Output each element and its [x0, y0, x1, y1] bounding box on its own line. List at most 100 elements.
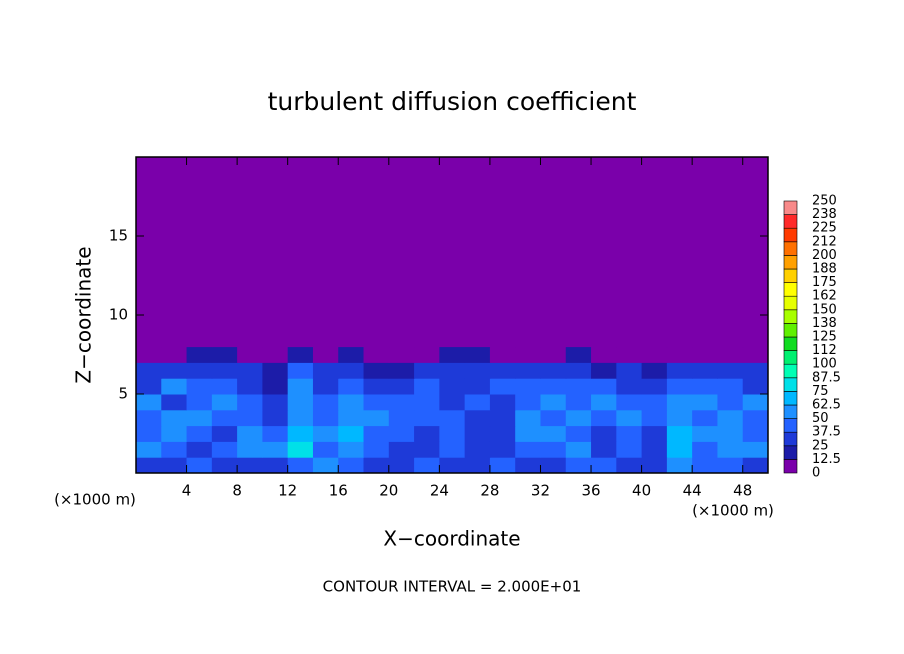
cell — [186, 457, 213, 474]
colorbar-label: 150 — [812, 302, 837, 317]
cell — [464, 346, 491, 363]
cell — [692, 457, 718, 474]
cell — [363, 425, 390, 442]
cell — [616, 457, 643, 474]
cell — [616, 441, 643, 458]
cell — [692, 378, 718, 395]
cell — [641, 394, 668, 411]
cell — [641, 157, 668, 348]
cell — [489, 378, 516, 395]
cell — [136, 425, 162, 442]
cell — [515, 346, 541, 363]
cell — [692, 157, 718, 348]
cell — [186, 425, 213, 442]
colorbar-label: 188 — [812, 262, 837, 277]
x-tick-label: 16 — [329, 482, 348, 500]
cell — [489, 394, 516, 411]
cell — [211, 409, 238, 427]
cell — [565, 425, 592, 442]
cell — [287, 157, 314, 348]
cell — [439, 425, 466, 442]
cell — [237, 378, 263, 395]
cell — [489, 425, 516, 442]
cell — [439, 346, 466, 363]
cell — [211, 441, 238, 458]
cell — [742, 441, 769, 458]
cell — [742, 362, 769, 379]
cell — [312, 378, 339, 395]
cell — [287, 441, 314, 458]
cell — [262, 457, 289, 474]
cell — [692, 425, 718, 442]
cell — [237, 394, 263, 411]
cell — [692, 394, 718, 411]
cell — [211, 394, 238, 411]
cell — [489, 346, 516, 363]
x-axis-label: X−coordinate — [383, 527, 520, 551]
colorbar-swatch — [783, 214, 798, 229]
cell — [161, 362, 188, 379]
colorbar-label: 75 — [812, 384, 829, 399]
cell — [464, 409, 491, 427]
colorbar-label: 50 — [812, 411, 829, 426]
cell — [464, 157, 491, 348]
cell — [211, 425, 238, 442]
footer: CONTOUR INTERVAL = 2.000E+01 — [323, 578, 582, 596]
cell — [515, 441, 541, 458]
cell — [489, 157, 516, 348]
x-tick-label: 44 — [683, 482, 702, 500]
colorbar-label: 125 — [812, 330, 837, 345]
cell — [489, 362, 516, 379]
cell — [237, 441, 263, 458]
cell — [388, 457, 415, 474]
cell — [515, 457, 541, 474]
cell — [641, 441, 668, 458]
cell — [262, 441, 289, 458]
colorbar-swatch — [783, 227, 798, 243]
cell — [363, 157, 390, 348]
cell — [136, 157, 162, 348]
cell — [136, 362, 162, 379]
cell — [136, 378, 162, 395]
cell — [363, 441, 390, 458]
cell — [338, 409, 365, 427]
cell — [742, 425, 769, 442]
colorbar-swatch — [783, 268, 798, 283]
cell — [414, 346, 440, 363]
cell — [515, 378, 541, 395]
cell — [136, 441, 162, 458]
colorbar-swatch — [783, 363, 798, 379]
cell — [414, 425, 440, 442]
colorbar-swatch — [783, 350, 798, 365]
cell — [641, 378, 668, 395]
cell — [692, 441, 718, 458]
colorbar-label: 138 — [812, 316, 837, 331]
cell — [161, 394, 188, 411]
x-tick-label: 24 — [430, 482, 449, 500]
cell — [464, 378, 491, 395]
cell — [540, 346, 567, 363]
cell — [237, 157, 263, 348]
cell — [161, 409, 188, 427]
cell — [186, 394, 213, 411]
colorbar-label: 12.5 — [812, 452, 841, 467]
cell — [136, 394, 162, 411]
cell — [312, 441, 339, 458]
cell — [312, 362, 339, 379]
colorbar-swatch — [783, 459, 798, 474]
cell — [161, 346, 188, 363]
cell — [565, 457, 592, 474]
colorbar-swatch — [783, 445, 798, 460]
cell — [312, 157, 339, 348]
x-tick-label: 28 — [480, 482, 499, 500]
cell — [692, 409, 718, 427]
cell — [237, 425, 263, 442]
colorbar-swatch — [783, 309, 798, 324]
cell — [540, 157, 567, 348]
cell — [388, 441, 415, 458]
cell — [363, 378, 390, 395]
cell — [287, 346, 314, 363]
cell — [717, 157, 744, 348]
cell — [439, 394, 466, 411]
cell — [287, 362, 314, 379]
